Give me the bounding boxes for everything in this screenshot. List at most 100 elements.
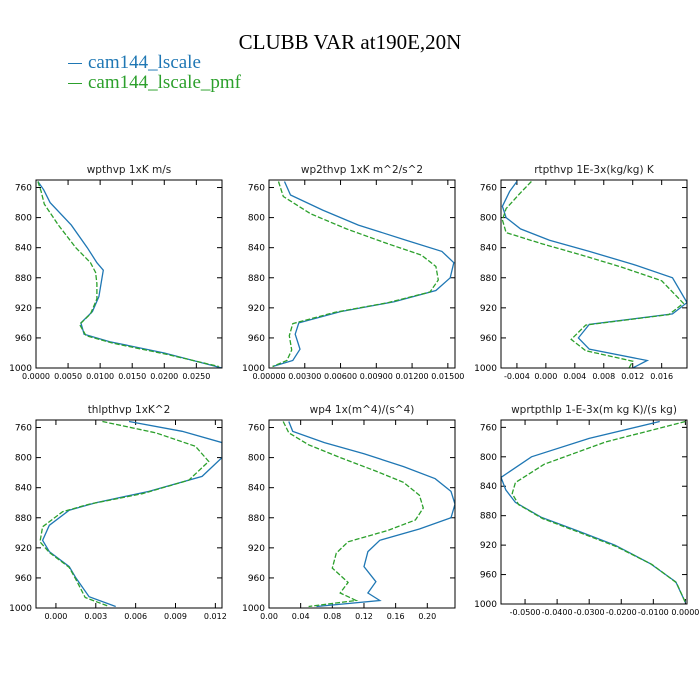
x-tick-label: 0.01500 (431, 372, 464, 381)
y-tick-label: 920 (15, 304, 32, 314)
panel-title: rtpthvp 1E-3x(kg/kg) K (534, 164, 655, 176)
chart-panel-2: wp2thvp 1xK m^2/s^2 760 800 840 880 920 960 100… (242, 164, 464, 381)
y-tick-label: 760 (248, 184, 265, 194)
series-line-lscale (288, 421, 455, 608)
legend-entry-lscale-pmf: cam144_lscale_pmf (68, 72, 241, 94)
y-tick-label: 800 (248, 214, 265, 224)
y-tick-label: 800 (480, 453, 497, 463)
y-tick-label: 920 (480, 541, 497, 551)
x-tick-label: 0.006 (124, 612, 147, 621)
x-tick-label: 0.00300 (288, 372, 321, 381)
y-tick-label: 840 (480, 244, 497, 254)
series-line-lscale-pmf (272, 181, 439, 368)
y-tick-label: 960 (480, 571, 497, 581)
chart-title: CLUBB VAR at190E,20N (238, 30, 462, 54)
x-tick-label: 0.00000 (252, 372, 285, 381)
plot-frame (268, 419, 456, 609)
legend-line-icon (68, 63, 82, 65)
series-line-lscale (37, 181, 222, 368)
series-line-lscale-pmf (501, 181, 685, 368)
y-tick-label: 760 (480, 423, 497, 433)
y-tick-label: 880 (480, 274, 497, 284)
y-tick-label: 760 (248, 424, 265, 434)
series-line-lscale (41, 420, 222, 608)
panel-title: wp4 1x(m^4)/(s^4) (310, 404, 415, 416)
x-tick-label: 0.012 (204, 612, 227, 621)
y-tick-label: 840 (15, 244, 32, 254)
y-tick-label: 920 (248, 304, 265, 314)
y-tick-label: 760 (15, 424, 32, 434)
x-tick-label: -0.0500 (510, 608, 541, 617)
y-tick-label: 760 (15, 184, 32, 194)
y-tick-label: 920 (15, 544, 32, 554)
x-tick-label: -0.0300 (574, 608, 605, 617)
y-tick-label: 1000 (474, 364, 497, 374)
x-tick-label: 0.000 (534, 372, 557, 381)
y-tick-label: 880 (248, 274, 265, 284)
y-tick-label: 800 (15, 454, 32, 464)
x-tick-label: 0.012 (621, 372, 644, 381)
x-tick-label: 0.009 (164, 612, 187, 621)
series-line-lscale-pmf (37, 181, 219, 368)
x-tick-label: 0.008 (592, 372, 615, 381)
plot-frame (500, 419, 688, 605)
x-tick-label: 0.04 (292, 612, 310, 621)
y-tick-label: 960 (248, 574, 265, 584)
x-tick-label: 0.0050 (54, 372, 82, 381)
panel-title: thlpthvp 1xK^2 (88, 404, 171, 416)
y-tick-label: 760 (480, 184, 497, 194)
y-tick-label: 1000 (9, 364, 32, 374)
series-line-lscale-pmf (282, 421, 425, 608)
panel-title: wpthvp 1xK m/s (87, 164, 172, 176)
y-tick-label: 840 (248, 244, 265, 254)
x-tick-label: 0.003 (84, 612, 107, 621)
x-tick-label: 0.20 (418, 612, 436, 621)
y-tick-label: 920 (480, 304, 497, 314)
y-tick-label: 840 (480, 482, 497, 492)
x-tick-label: 0.08 (323, 612, 341, 621)
x-tick-label: 0.0000 (671, 608, 699, 617)
x-tick-label: 0.000 (44, 612, 67, 621)
chart-panel-5: wp4 1x(m^4)/(s^4)76080084088092096010000… (242, 404, 456, 621)
x-tick-label: -0.0200 (606, 608, 637, 617)
x-tick-label: 0.00 (260, 612, 278, 621)
chart-panel-3: rtpthvp 1E-3x(kg/kg) K 760 800 840 880 920 960… (474, 164, 688, 381)
y-tick-label: 800 (15, 214, 32, 224)
y-tick-label: 800 (480, 214, 497, 224)
panel-title: wprtpthlp 1-E-3x(m kg K)/(s kg) (511, 404, 677, 416)
chart-panel-1: wpthvp 1xK m/s76080084088092096010000.00… (9, 164, 223, 381)
x-tick-label: 0.0000 (22, 372, 50, 381)
legend-label: cam144_lscale (88, 52, 201, 73)
x-tick-label: -0.004 (504, 372, 530, 381)
y-tick-label: 1000 (242, 604, 265, 614)
series-line-lscale-pmf (511, 420, 686, 603)
plot-frame (268, 179, 456, 369)
y-tick-label: 960 (480, 334, 497, 344)
legend-entry-lscale: cam144_lscale (68, 52, 201, 74)
series-line-lscale-pmf (39, 420, 210, 608)
y-tick-label: 840 (248, 484, 265, 494)
y-tick-label: 960 (15, 334, 32, 344)
chart-panel-4: thlpthvp 1xK^2 760 800 840 880 920 960 1000 0.00… (9, 404, 227, 621)
y-tick-label: 800 (248, 454, 265, 464)
y-tick-label: 920 (248, 544, 265, 554)
y-tick-label: 880 (248, 514, 265, 524)
chart-panel-6: wprtpthlp 1-E-3x(m kg K)/(s kg) 760 800 840… (474, 404, 699, 617)
y-tick-label: 1000 (242, 364, 265, 374)
y-tick-label: 1000 (474, 600, 497, 610)
y-tick-label: 880 (480, 512, 497, 522)
x-tick-label: -0.0400 (542, 608, 573, 617)
legend-line-icon (68, 83, 82, 85)
x-tick-label: 0.16 (387, 612, 405, 621)
y-tick-label: 1000 (9, 604, 32, 614)
series-line-lscale (501, 181, 687, 368)
x-tick-label: 0.00600 (324, 372, 357, 381)
x-tick-label: 0.0150 (118, 372, 146, 381)
x-tick-label: 0.016 (650, 372, 673, 381)
y-tick-label: 840 (15, 484, 32, 494)
y-tick-label: 880 (15, 514, 32, 524)
x-tick-label: 0.01200 (396, 372, 429, 381)
x-tick-label: -0.0100 (638, 608, 669, 617)
x-tick-label: 0.004 (563, 372, 586, 381)
